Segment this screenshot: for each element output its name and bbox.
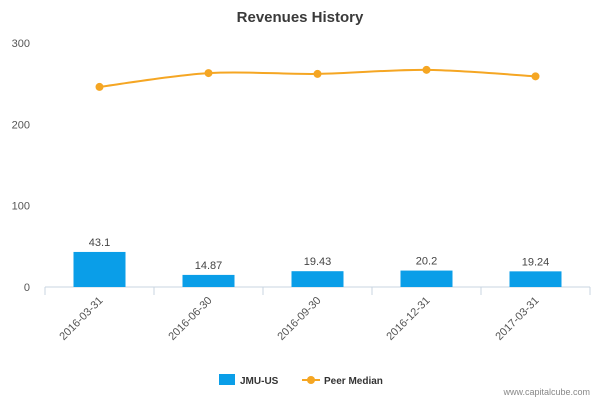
y-tick-label: 100	[12, 201, 30, 213]
bar-data-label: 14.87	[195, 260, 223, 272]
line-series	[95, 65, 540, 91]
bar-data-labels: 43.1 14.87 19.43 20.2 19.24	[89, 237, 549, 272]
peer-median-point	[204, 69, 213, 78]
x-tick-label: 2016-03-31	[57, 295, 105, 343]
legend-label-line: Peer Median	[324, 376, 383, 387]
peer-median-point	[531, 72, 540, 81]
legend-swatch-marker	[307, 376, 315, 384]
bar	[182, 274, 235, 287]
peer-median-point	[95, 82, 104, 91]
bar-data-label: 19.24	[522, 256, 550, 268]
peer-median-point	[422, 65, 431, 74]
bar	[400, 270, 453, 287]
y-tick-label: 0	[24, 282, 30, 294]
y-axis: 0 100 200 300	[12, 38, 30, 294]
x-axis: 2016-03-31 2016-06-30 2016-09-30 2016-12-31…	[44, 286, 591, 343]
bar-data-label: 19.43	[304, 256, 332, 268]
x-tick-label: 2016-06-30	[166, 295, 214, 343]
legend-label-bar: JMU-US	[240, 376, 279, 387]
bar-data-label: 43.1	[89, 237, 110, 249]
peer-median-point	[313, 69, 322, 78]
chart-title: Revenues History	[237, 9, 364, 26]
bar-data-label: 20.2	[416, 256, 437, 268]
y-tick-label: 200	[12, 119, 30, 131]
x-tick-label: 2016-12-31	[384, 295, 432, 343]
bar	[291, 271, 344, 287]
y-tick-label: 300	[12, 38, 30, 50]
x-tick-label: 2017-03-31	[493, 295, 541, 343]
bar-series	[73, 251, 562, 287]
watermark: www.capitalcube.com	[502, 387, 590, 397]
bar	[73, 251, 126, 287]
x-tick-label: 2016-09-30	[275, 295, 323, 343]
legend-swatch-bar	[219, 374, 235, 385]
legend: JMU-US Peer Median	[219, 374, 383, 387]
bar	[509, 271, 562, 287]
